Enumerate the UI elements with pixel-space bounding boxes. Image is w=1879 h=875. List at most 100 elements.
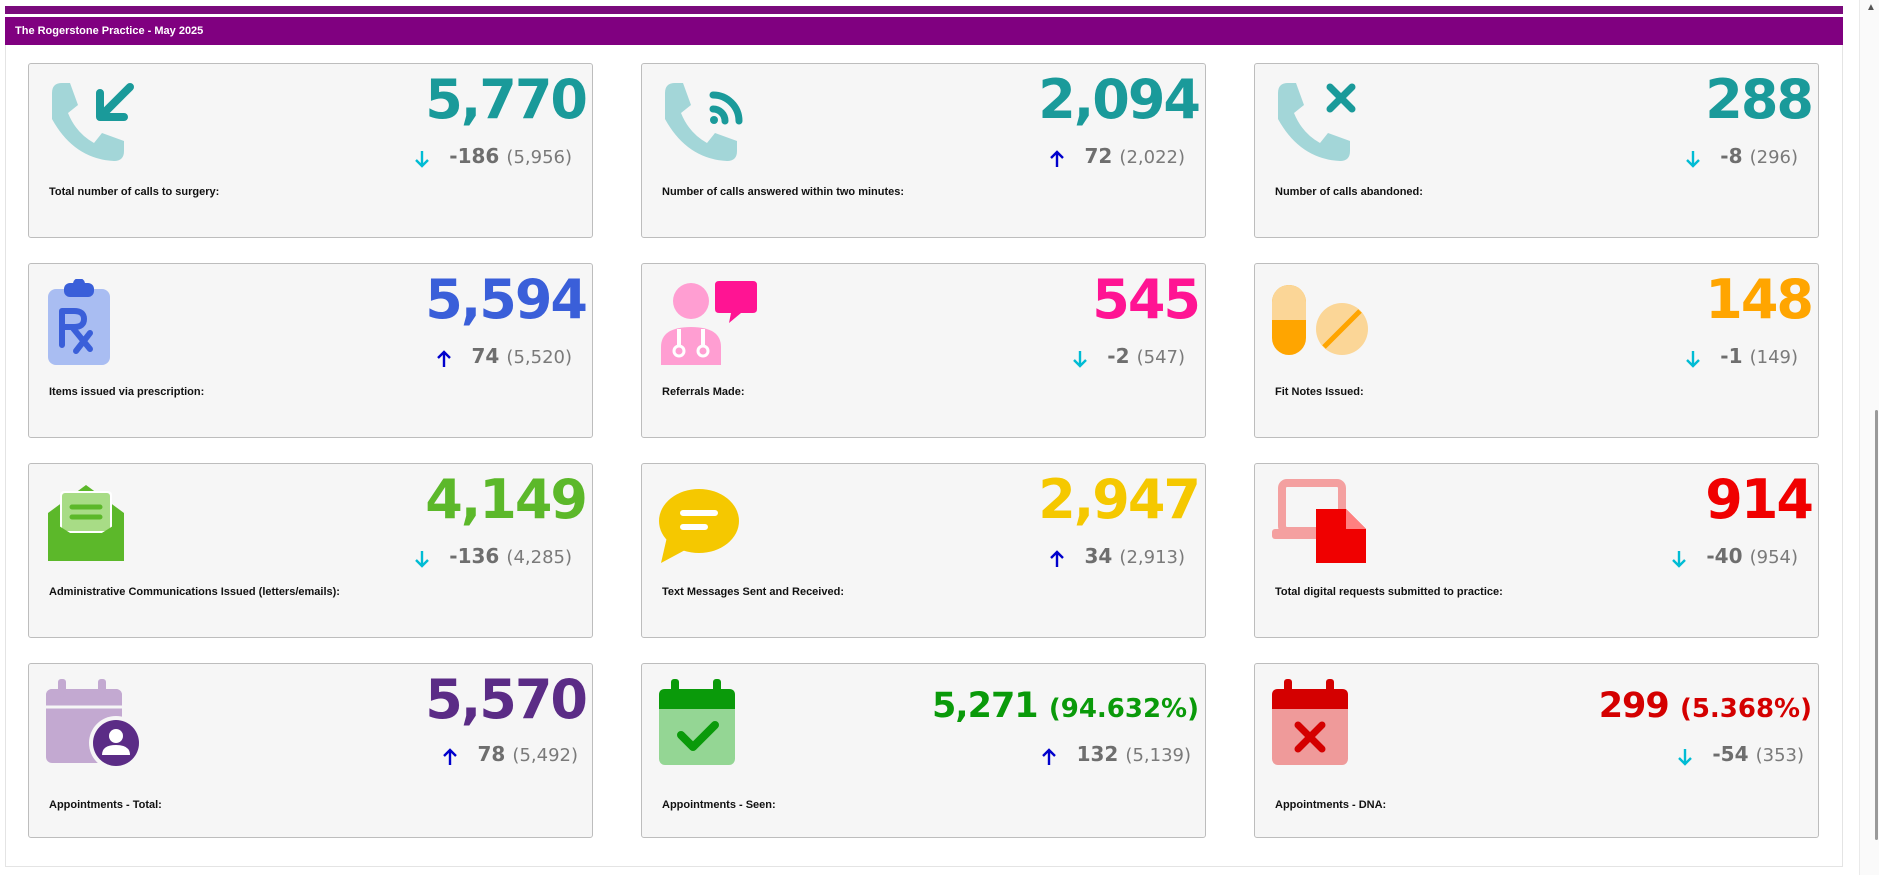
- metric-previous: (2,022): [1119, 147, 1185, 168]
- metric-value: 5,770: [425, 68, 588, 131]
- metric-previous: (5,139): [1125, 745, 1191, 766]
- change-indicator: -40 (954): [1671, 544, 1798, 568]
- card-appointments-seen: 5,271 (94.632%) 132 (5,139) Appointments…: [641, 663, 1206, 838]
- metric-value: 5,570: [425, 668, 588, 731]
- scroll-up-arrow-icon[interactable]: ▲: [1866, 2, 1876, 13]
- change-indicator: -8 (296): [1685, 144, 1798, 168]
- page-header: The Rogerstone Practice - May 2025: [5, 17, 1843, 45]
- metric-value: 2,947: [1038, 468, 1201, 531]
- change-indicator: -54 (353): [1677, 742, 1804, 766]
- metric-percent: (5.368%): [1679, 694, 1812, 724]
- metric-value-number: 5,271: [931, 686, 1039, 726]
- metric-previous: (547): [1136, 347, 1185, 368]
- metric-label: Text Messages Sent and Received:: [662, 586, 844, 598]
- card-prescriptions: 5,594 74 (5,520) Items issued via prescr…: [28, 263, 593, 438]
- change-indicator: 34 (2,913): [1049, 544, 1185, 568]
- arrow-down-icon: [1672, 550, 1687, 568]
- metric-value: 914: [1705, 468, 1814, 531]
- metric-label: Items issued via prescription:: [49, 386, 205, 398]
- metric-value: 288: [1705, 68, 1814, 131]
- card-digital-requests: 914 -40 (954) Total digital requests sub…: [1254, 463, 1819, 638]
- metric-delta: 34: [1084, 544, 1113, 568]
- card-admin-communications: 4,149 -136 (4,285) Administrative Commun…: [28, 463, 593, 638]
- metric-label: Number of calls abandoned:: [1275, 186, 1423, 198]
- change-indicator: -136 (4,285): [414, 544, 572, 568]
- card-appointments-dna: 299 (5.368%) -54 (353) Appointments - DN…: [1254, 663, 1819, 838]
- metric-label: Appointments - Total:: [49, 799, 162, 811]
- arrow-down-icon: [1678, 748, 1693, 766]
- metric-label: Total number of calls to surgery:: [49, 186, 220, 198]
- metric-percent: (94.632%): [1048, 694, 1199, 724]
- metric-delta: -54: [1712, 742, 1749, 766]
- phone-incoming-icon: [52, 83, 134, 161]
- arrow-up-icon: [443, 747, 458, 765]
- card-calls-total: 5,770 -186 (5,956) Total number of calls…: [28, 63, 593, 238]
- metric-label: Total digital requests submitted to prac…: [1275, 586, 1503, 598]
- metric-delta: -186: [449, 144, 500, 168]
- card-calls-abandoned: 288 -8 (296) Number of calls abandoned:: [1254, 63, 1819, 238]
- change-indicator: -1 (149): [1685, 344, 1798, 368]
- metric-value: 2,094: [1038, 68, 1201, 131]
- card-appointments-total: 5,570 78 (5,492) Appointments - Total:: [28, 663, 593, 838]
- metric-label: Number of calls answered within two minu…: [662, 186, 905, 198]
- arrow-down-icon: [415, 150, 430, 168]
- metric-previous: (954): [1749, 547, 1798, 568]
- calendar-check-icon: [659, 679, 735, 765]
- change-indicator: -2 (547): [1072, 344, 1185, 368]
- phone-abandoned-icon: [1278, 83, 1356, 161]
- top-accent-bar: [5, 6, 1843, 14]
- metric-previous: (5,492): [512, 745, 578, 766]
- metric-delta: -2: [1107, 344, 1130, 368]
- metric-delta: 72: [1084, 144, 1113, 168]
- metric-delta: -40: [1706, 544, 1743, 568]
- card-calls-answered: 2,094 72 (2,022) Number of calls answere…: [641, 63, 1206, 238]
- metric-label: Appointments - Seen:: [662, 799, 776, 811]
- scrollbar-track[interactable]: [1859, 0, 1879, 875]
- calendar-cross-icon: [1272, 679, 1348, 765]
- metric-label: Referrals Made:: [662, 386, 745, 398]
- change-indicator: 78 (5,492): [442, 742, 578, 766]
- pills-icon: [1272, 285, 1368, 355]
- arrow-down-icon: [1073, 350, 1088, 368]
- metric-delta: 78: [477, 742, 506, 766]
- metric-value-number: 299: [1598, 686, 1670, 726]
- metric-delta: -8: [1720, 144, 1743, 168]
- metric-label: Appointments - DNA:: [1275, 799, 1387, 811]
- arrow-up-icon: [1042, 747, 1057, 765]
- metric-previous: (2,913): [1119, 547, 1185, 568]
- metric-delta: 74: [471, 344, 500, 368]
- change-indicator: 72 (2,022): [1049, 144, 1185, 168]
- metric-delta: 132: [1076, 742, 1119, 766]
- metric-value: 299 (5.368%): [1599, 684, 1812, 731]
- metric-label: Administrative Communications Issued (le…: [49, 586, 340, 598]
- arrow-down-icon: [415, 550, 430, 568]
- card-text-messages: 2,947 34 (2,913) Text Messages Sent and …: [641, 463, 1206, 638]
- calendar-user-icon: [46, 679, 143, 769]
- change-indicator: 74 (5,520): [436, 344, 572, 368]
- metric-previous: (353): [1755, 745, 1804, 766]
- metric-value: 5,594: [425, 268, 588, 331]
- prescription-clipboard-icon: [48, 279, 110, 365]
- arrow-up-icon: [437, 349, 452, 367]
- metric-value: 4,149: [425, 468, 588, 531]
- scrollbar-thumb[interactable]: [1875, 410, 1878, 840]
- metric-value: 545: [1092, 268, 1201, 331]
- laptop-document-icon: [1272, 479, 1366, 563]
- change-indicator: 132 (5,139): [1041, 742, 1191, 766]
- metric-previous: (5,956): [506, 147, 572, 168]
- metric-delta: -1: [1720, 344, 1743, 368]
- metric-previous: (5,520): [506, 347, 572, 368]
- metric-previous: (149): [1749, 347, 1798, 368]
- card-referrals: 545 -2 (547) Referrals Made:: [641, 263, 1206, 438]
- message-bubble-icon: [659, 489, 739, 563]
- metric-previous: (4,285): [506, 547, 572, 568]
- envelope-open-icon: [48, 485, 124, 561]
- card-fit-notes: 148 -1 (149) Fit Notes Issued:: [1254, 263, 1819, 438]
- change-indicator: -186 (5,956): [414, 144, 572, 168]
- page-title: The Rogerstone Practice - May 2025: [15, 25, 204, 37]
- metric-value: 5,271 (94.632%): [932, 684, 1199, 731]
- metric-value: 148: [1705, 268, 1814, 331]
- phone-answered-icon: [665, 83, 743, 161]
- arrow-up-icon: [1050, 149, 1065, 167]
- arrow-up-icon: [1050, 549, 1065, 567]
